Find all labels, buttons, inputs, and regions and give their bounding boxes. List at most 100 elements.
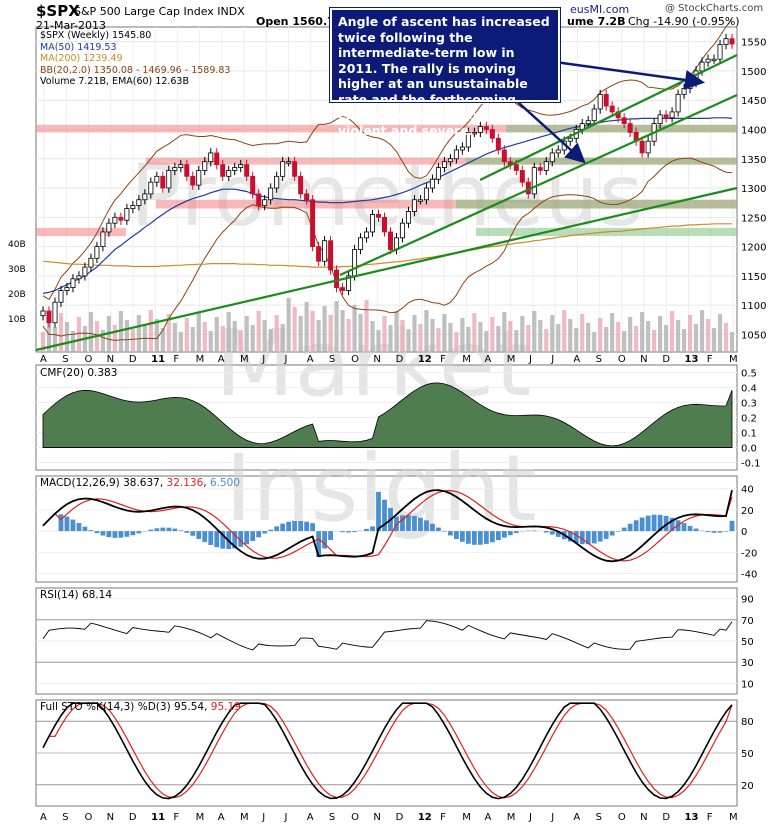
- macd-histogram-bar: [465, 531, 471, 544]
- volume-bar: [496, 326, 501, 352]
- ma200-line: [42, 223, 732, 268]
- volume-bar: [634, 326, 639, 352]
- macd-histogram-bar: [112, 531, 118, 538]
- macd-histogram-bar: [495, 531, 501, 541]
- macd-histogram-bar: [262, 531, 268, 534]
- sto-k: 95.54: [174, 701, 205, 713]
- volume-bar: [100, 330, 106, 352]
- volume-bar: [304, 302, 309, 352]
- candle-body: [567, 137, 573, 142]
- volume-bar: [598, 318, 603, 352]
- volume-bar: [616, 322, 621, 352]
- candle-body: [88, 257, 94, 268]
- volume-bar: [466, 327, 471, 352]
- macd-histogram-bar: [370, 526, 375, 532]
- candle-body: [501, 149, 507, 163]
- macd-title: MACD(12,26,9) 38.637, 32.136, 6.500: [40, 477, 241, 489]
- candle-body: [687, 82, 693, 89]
- macd-histogram-bar: [585, 531, 591, 545]
- volume-bar: [388, 325, 393, 352]
- rsi-tick-label: 70: [741, 616, 754, 627]
- candle-body: [411, 199, 417, 212]
- candle-body: [417, 199, 423, 202]
- macd-histogram-bar: [316, 531, 321, 557]
- macd-histogram-bar: [687, 525, 693, 532]
- candle-body: [310, 199, 316, 247]
- price-tick-label: 1100: [741, 301, 766, 312]
- macd-histogram-bar: [340, 531, 345, 533]
- candle-body: [142, 193, 148, 201]
- x-tick-label: O: [84, 354, 92, 365]
- x-tick-label: A: [485, 354, 492, 365]
- cmf-tick-label: 0.2: [741, 414, 757, 425]
- x-tick-label-bottom: O: [351, 812, 359, 823]
- volume-bar: [40, 332, 46, 352]
- candle-body: [645, 140, 651, 154]
- volume-bar: [568, 319, 573, 352]
- macd-histogram-bar: [681, 523, 687, 532]
- macd-histogram-bar: [717, 531, 723, 533]
- candle-body: [723, 38, 729, 45]
- volume-bar: [550, 315, 555, 352]
- candle-body: [244, 164, 250, 177]
- rsi-tick-label: 30: [741, 658, 754, 669]
- candle-body: [585, 120, 591, 125]
- candle-body: [70, 278, 76, 288]
- candle-body: [112, 216, 118, 224]
- macd-histogram-bar: [531, 530, 537, 532]
- volume-bar: [136, 315, 141, 352]
- candle-body: [202, 161, 208, 171]
- price-tick-label: 1050: [741, 330, 766, 341]
- macd-histogram-bar: [346, 531, 351, 533]
- macd-histogram-bar: [471, 531, 477, 545]
- volume-bar: [478, 322, 483, 352]
- price-tick-label: 1550: [741, 38, 766, 49]
- macd-histogram-bar: [184, 531, 190, 533]
- candle-body: [280, 161, 286, 177]
- rsi-line: [42, 620, 733, 651]
- candle-body: [681, 88, 687, 95]
- volume-bar: [723, 323, 729, 352]
- macd-histogram-bar: [597, 531, 603, 542]
- candle-body: [675, 93, 681, 113]
- macd-histogram-bar: [364, 528, 369, 532]
- macd-histogram-bar: [477, 531, 483, 545]
- volume-bar: [76, 317, 82, 352]
- volume-bar: [687, 315, 693, 352]
- candle-body: [537, 167, 543, 171]
- candle-body: [657, 114, 663, 125]
- volume-bar: [675, 320, 681, 352]
- x-tick-label-bottom: A: [485, 812, 492, 823]
- macd-histogram-bar: [286, 521, 292, 532]
- sto-name: Full STO %K(14,3) %D(3): [40, 701, 171, 713]
- volume-bar: [334, 301, 339, 352]
- price-tick-label: 1500: [741, 67, 766, 78]
- candle-body: [190, 175, 196, 186]
- candle-body: [705, 58, 711, 63]
- macd-histogram-bar: [304, 521, 310, 532]
- macd-histogram-bar: [543, 531, 549, 533]
- x-tick-label-bottom: 13: [685, 812, 699, 823]
- candle-body: [471, 132, 477, 135]
- macd-histogram-bar: [160, 527, 166, 532]
- volume-bar: [124, 320, 129, 352]
- candle-body: [603, 93, 609, 107]
- candle-body: [370, 213, 376, 233]
- candle-body: [106, 222, 112, 233]
- volume-bar: [454, 332, 459, 352]
- volume-bar: [238, 330, 243, 352]
- volume-bar: [532, 311, 537, 352]
- macd-histogram-bar: [250, 531, 256, 542]
- macd-histogram-bar: [154, 528, 160, 532]
- legend-volume: Volume 7.21B, EMA(60) 12.63B: [40, 76, 189, 87]
- macd-histogram-bar: [136, 531, 142, 534]
- candle-body: [328, 240, 334, 271]
- candle-body: [166, 170, 172, 189]
- candle-body: [543, 161, 549, 171]
- volume-bar: [669, 311, 675, 352]
- macd-histogram-bar: [525, 530, 531, 532]
- volume-bar: [604, 327, 609, 352]
- x-tick-label-bottom: M: [507, 812, 516, 823]
- x-tick-label-bottom: F: [173, 812, 179, 823]
- x-tick-label: S: [62, 354, 68, 365]
